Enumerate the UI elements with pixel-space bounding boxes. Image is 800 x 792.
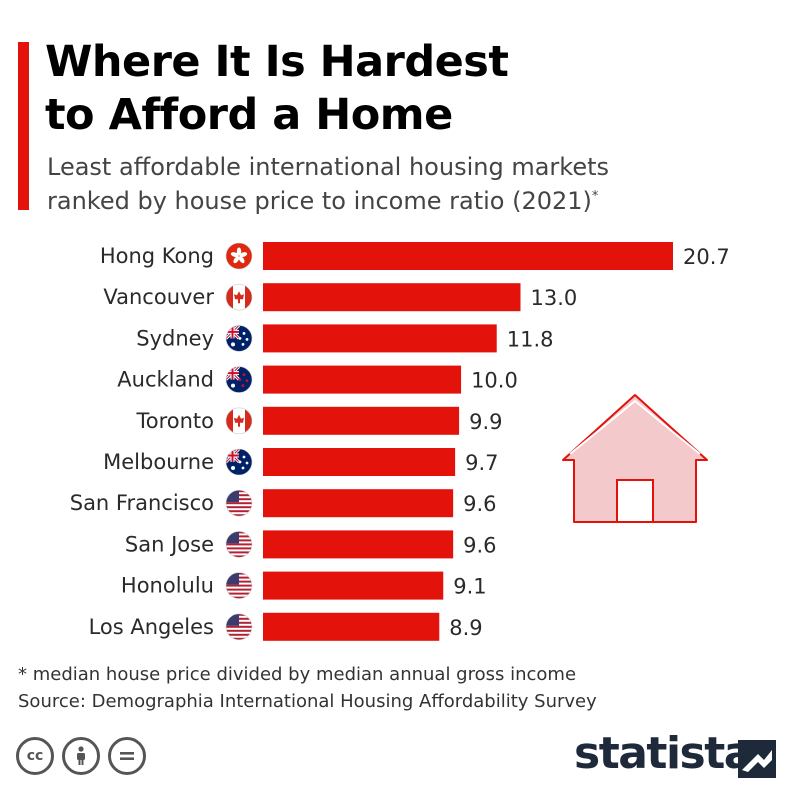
subtitle-line-2: ranked by house price to income ratio (2… bbox=[47, 184, 687, 218]
new-zealand-flag-icon bbox=[225, 366, 253, 393]
usa-flag-icon bbox=[225, 572, 253, 599]
bar-auckland bbox=[263, 365, 462, 394]
category-label-auckland: Auckland bbox=[117, 368, 214, 392]
australia-flag-icon bbox=[225, 448, 253, 476]
bar-hong-kong bbox=[263, 242, 673, 270]
category-label-toronto: Toronto bbox=[135, 409, 214, 433]
footnote: * median house price divided by median a… bbox=[18, 664, 577, 685]
category-label-los-angeles: Los Angeles bbox=[89, 615, 214, 639]
usa-flag-icon bbox=[225, 531, 253, 558]
category-label-vancouver: Vancouver bbox=[103, 285, 214, 309]
subtitle-line-1: Least affordable international housing m… bbox=[47, 153, 609, 181]
chart-subtitle: Least affordable international housing m… bbox=[47, 150, 687, 218]
chart-title: Where It Is Hardest to Afford a Home bbox=[45, 36, 645, 142]
attribution-icon[interactable] bbox=[62, 737, 100, 775]
title-line-2: to Afford a Home bbox=[45, 90, 453, 140]
bar-san-jose bbox=[263, 530, 454, 559]
no-derivatives-icon[interactable] bbox=[108, 737, 146, 775]
house-icon bbox=[562, 394, 708, 523]
category-label-honolulu: Honolulu bbox=[121, 574, 214, 598]
source-note: Source: Demographia International Housin… bbox=[18, 691, 597, 712]
bar-los-angeles bbox=[263, 612, 440, 641]
hong-kong-flag-icon bbox=[225, 242, 253, 270]
usa-flag-icon bbox=[225, 613, 253, 641]
bar-san-francisco bbox=[263, 489, 454, 518]
bar-honolulu bbox=[263, 571, 444, 600]
value-label-sydney: 11.8 bbox=[507, 327, 554, 351]
value-label-san-jose: 9.6 bbox=[463, 533, 496, 557]
subtitle-footnote-mark: * bbox=[591, 189, 599, 204]
bar-melbourne bbox=[263, 448, 456, 476]
brand-logo: statista bbox=[574, 728, 753, 779]
category-label-san-francisco: San Francisco bbox=[70, 491, 214, 515]
category-label-sydney: Sydney bbox=[136, 326, 214, 350]
license-icons: cc bbox=[16, 737, 146, 775]
subtitle-line-2-text: ranked by house price to income ratio (2… bbox=[47, 187, 592, 215]
value-label-los-angeles: 8.9 bbox=[449, 616, 482, 640]
statista-mark-icon bbox=[738, 740, 776, 778]
category-label-san-jose: San Jose bbox=[125, 532, 214, 556]
value-label-hong-kong: 20.7 bbox=[683, 245, 730, 269]
bar-chart: Hong Kong 20.7 Vancouver 13.0 Sydney 11.8 Auck… bbox=[70, 242, 730, 641]
value-label-auckland: 10.0 bbox=[471, 369, 518, 393]
value-label-toronto: 9.9 bbox=[469, 410, 502, 434]
bar-toronto bbox=[263, 406, 460, 435]
category-label-hong-kong: Hong Kong bbox=[100, 244, 214, 268]
canada-flag-icon bbox=[225, 407, 253, 435]
title-line-1: Where It Is Hardest bbox=[45, 37, 509, 87]
bar-sydney bbox=[263, 324, 497, 353]
title-accent-bar bbox=[18, 42, 29, 210]
bar-vancouver bbox=[263, 283, 521, 312]
value-label-san-francisco: 9.6 bbox=[463, 492, 496, 516]
cc-license-icon[interactable]: cc bbox=[16, 737, 54, 775]
value-label-vancouver: 13.0 bbox=[530, 286, 577, 310]
canada-flag-icon bbox=[225, 283, 253, 311]
value-label-honolulu: 9.1 bbox=[453, 575, 486, 599]
category-label-melbourne: Melbourne bbox=[103, 450, 214, 474]
australia-flag-icon bbox=[225, 325, 253, 352]
value-label-melbourne: 9.7 bbox=[465, 451, 498, 475]
usa-flag-icon bbox=[225, 489, 253, 517]
